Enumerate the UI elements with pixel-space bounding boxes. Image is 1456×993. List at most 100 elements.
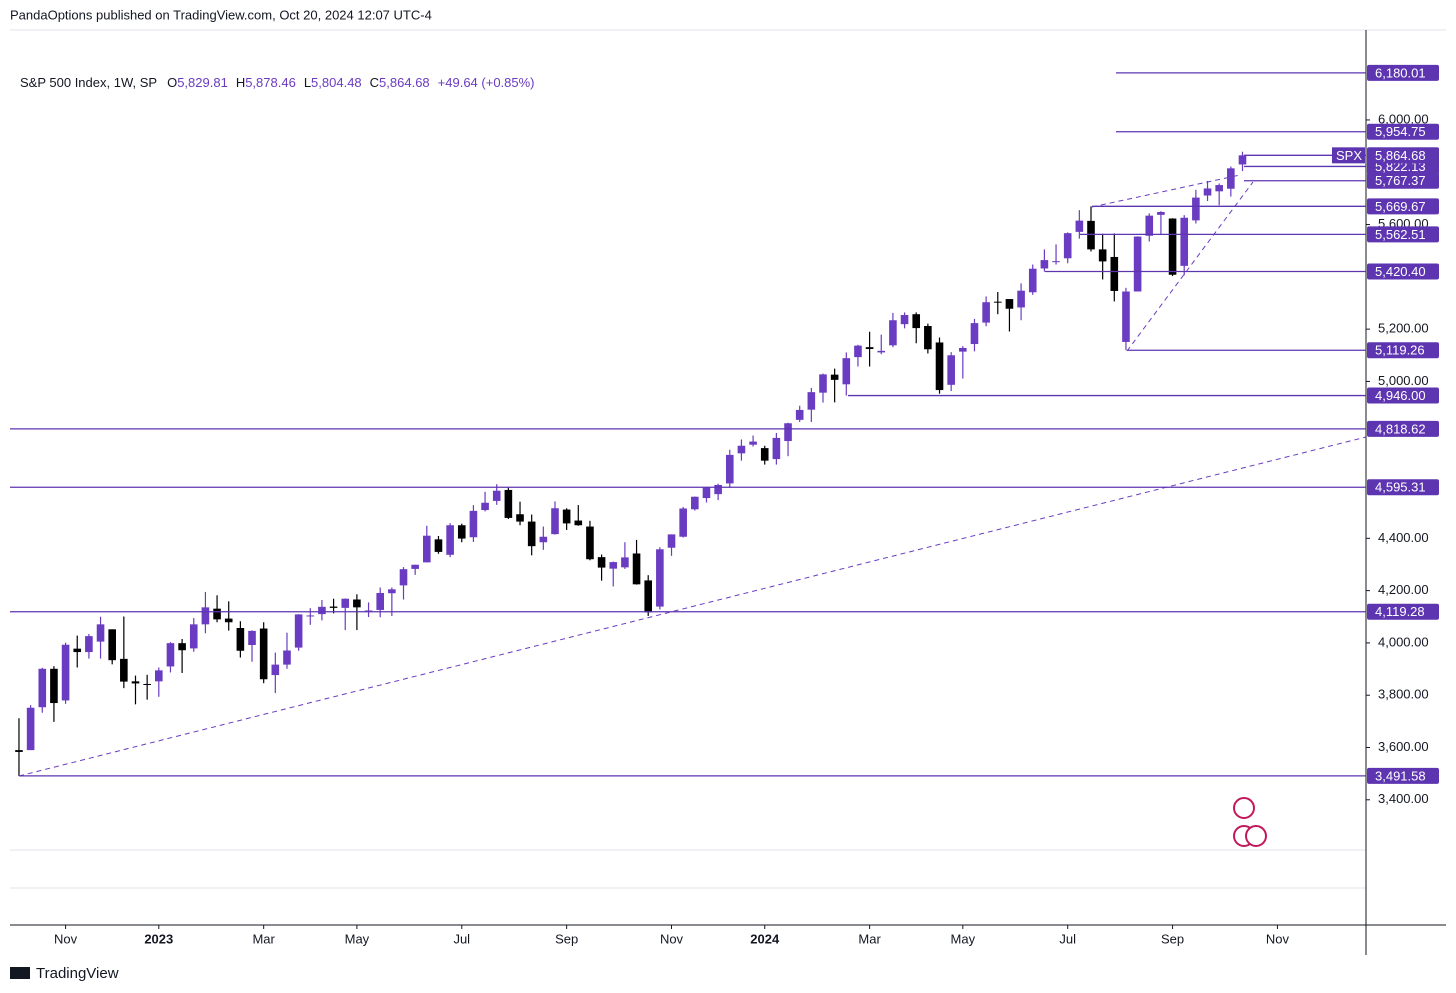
price-tag-label: 4,119.28	[1375, 604, 1425, 619]
y-tick-label: 3,600.00	[1378, 739, 1429, 754]
trend-line	[18, 436, 1367, 777]
candle-body	[213, 608, 221, 620]
candle-body	[1180, 217, 1189, 266]
candle-body	[749, 441, 757, 445]
x-tick-label: May	[951, 931, 976, 946]
icon	[1233, 797, 1255, 819]
legend-key: O	[167, 75, 177, 90]
candle-body	[527, 521, 536, 547]
candle-body	[1157, 211, 1165, 215]
candle-body	[201, 607, 210, 625]
legend-change: +49.64 (+0.85%)	[438, 75, 535, 90]
candle-body	[772, 437, 781, 460]
candle-body	[900, 315, 909, 325]
candle-body	[1040, 260, 1049, 269]
candle-body	[807, 392, 816, 410]
candle-body	[795, 409, 804, 420]
price-tag-label: 5,420.40	[1375, 264, 1426, 279]
candle-body	[50, 668, 58, 704]
price-tag	[1367, 64, 1439, 81]
candle-body	[1063, 233, 1072, 259]
candle-body	[492, 490, 501, 501]
symbol-tag	[1332, 147, 1365, 164]
candle-body	[574, 520, 583, 526]
candle-body	[656, 549, 664, 607]
candle-body	[691, 496, 699, 510]
candles	[15, 151, 1247, 776]
symbol-tag-label: SPX	[1336, 148, 1362, 163]
x-tick-label: Nov	[54, 931, 78, 946]
candle-body	[621, 557, 629, 568]
candle-body	[819, 374, 827, 393]
candle-body	[446, 525, 454, 555]
candle-body	[830, 374, 839, 380]
candle-body	[376, 592, 384, 610]
price-tag-label: 5,864.68	[1375, 148, 1426, 163]
candle-body	[1192, 197, 1200, 221]
header: PandaOptions published on TradingView.co…	[10, 7, 432, 22]
candle-body	[224, 618, 233, 623]
candle-body	[411, 564, 419, 569]
candle-body	[1075, 220, 1084, 232]
candle-body	[539, 536, 548, 543]
candle-body	[935, 342, 944, 391]
candle-body	[166, 643, 175, 667]
y-tick-label: 3,800.00	[1378, 687, 1429, 702]
logo	[10, 967, 30, 979]
price-tag-label: 4,818.62	[1375, 421, 1426, 436]
x-tick-label: Sep	[555, 931, 578, 946]
candle-body	[143, 683, 151, 686]
legend-value: 5,829.81	[177, 75, 228, 90]
price-tag-label: 4,946.00	[1375, 388, 1426, 403]
x-tick-label: Nov	[660, 931, 684, 946]
candle-body	[318, 606, 326, 615]
legend-value: 5,864.68	[379, 75, 430, 90]
candle-body	[236, 628, 245, 651]
candle-body	[702, 487, 711, 499]
candle-body	[947, 355, 955, 385]
x-tick-label: Nov	[1266, 931, 1290, 946]
candle-body	[271, 664, 280, 676]
price-tag	[1367, 479, 1439, 496]
candle-body	[679, 508, 687, 537]
candle-body	[1227, 168, 1235, 189]
legend-value: 5,804.48	[311, 75, 362, 90]
legend-title: S&P 500 Index, 1W, SP	[20, 75, 157, 90]
y-tick-label: 5,000.00	[1378, 373, 1429, 388]
candle-body	[516, 514, 524, 522]
candle-body	[248, 630, 256, 645]
candle-body	[26, 707, 35, 751]
candle-body	[551, 508, 559, 535]
candle-body	[982, 302, 990, 323]
price-tag	[1367, 603, 1439, 620]
candle-body	[1133, 236, 1142, 292]
candle-body	[1087, 220, 1095, 250]
price-tag-label: 5,119.26	[1375, 343, 1425, 358]
y-tick-label: 5,200.00	[1378, 321, 1429, 336]
candle-body	[61, 644, 70, 701]
y-tick-label: 4,000.00	[1378, 634, 1429, 649]
candle-body	[388, 589, 396, 594]
candle-body	[364, 610, 373, 612]
candle-body	[423, 535, 431, 563]
candle-body	[632, 553, 641, 585]
x-tick-label: 2024	[750, 931, 780, 946]
legend-key: L	[304, 75, 311, 90]
candle-body	[877, 350, 886, 353]
candle-body	[259, 628, 268, 680]
trend-line	[1126, 181, 1254, 352]
price-tag	[1367, 123, 1439, 140]
x-tick-label: Jul	[1059, 931, 1076, 946]
candle-body	[108, 629, 116, 661]
price-tag	[1367, 387, 1439, 404]
candle-body	[189, 624, 198, 649]
candle-body	[737, 445, 746, 454]
price-tag	[1367, 226, 1439, 243]
candle-body	[399, 569, 408, 586]
x-tick-label: Sep	[1161, 931, 1184, 946]
candle-body	[959, 347, 967, 352]
candle-body	[96, 624, 105, 642]
candle-body	[434, 539, 443, 552]
candle-body	[353, 599, 361, 608]
logo-mark	[10, 967, 30, 979]
